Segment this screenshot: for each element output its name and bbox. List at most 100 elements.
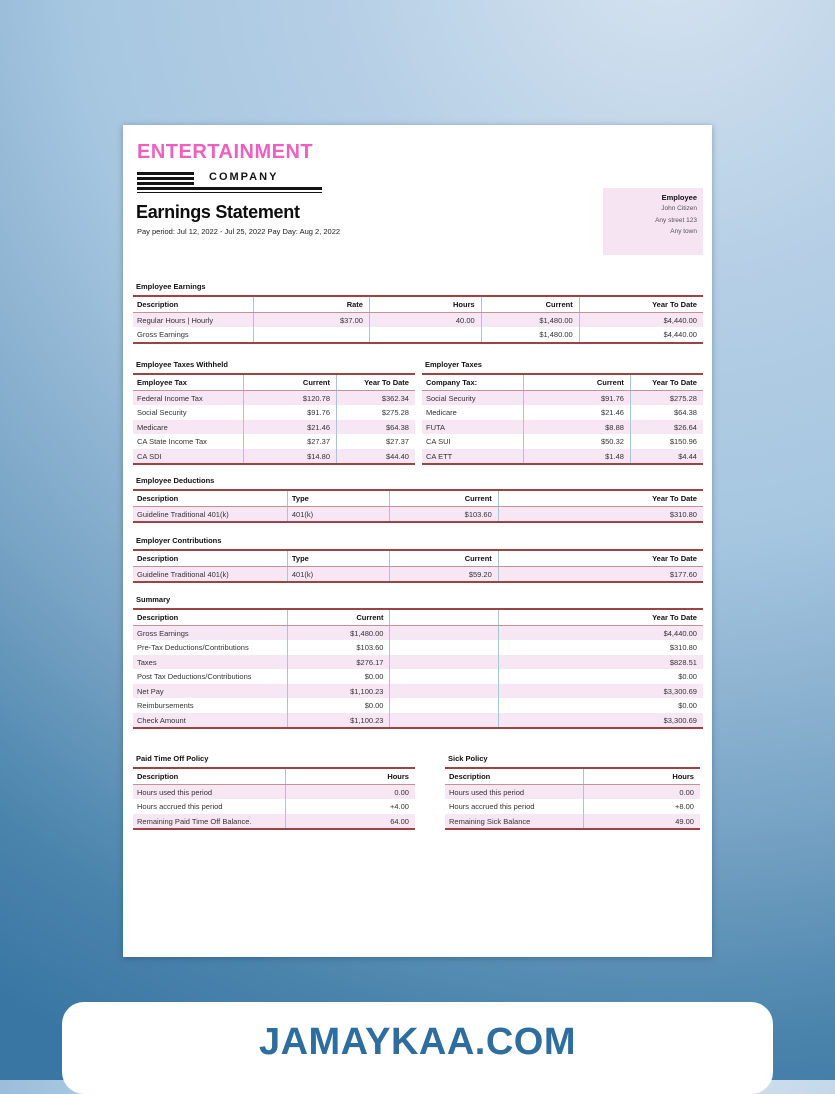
table-cell: $59.20 [389, 566, 497, 581]
header-cell: Current [242, 375, 336, 390]
table-cell: $1,480.00 [480, 312, 579, 327]
table-cell: $150.96 [629, 434, 703, 449]
table-cell: $0.00 [286, 698, 390, 713]
data-table: Description Hours Hours used this period 0.… [133, 767, 415, 830]
table-cell: $21.46 [523, 405, 630, 420]
data-table: Company Tax: Current Year To Date Social Se… [422, 373, 703, 465]
table-row: Remaining Paid Time Off Balance. 64.00 [133, 813, 415, 828]
table-cell: Social Security [426, 393, 476, 403]
table-cell: CA SUI [426, 437, 451, 446]
table-cell: Hours accrued this period [137, 802, 223, 811]
header-cell: Current [286, 610, 390, 625]
table-cell: $0.00 [286, 669, 390, 684]
brand-name: ENTERTAINMENT [137, 141, 314, 163]
header-cell: Year To Date [497, 610, 703, 625]
table-cell: Taxes [137, 657, 157, 667]
table-row: Post Tax Deductions/Contributions $0.00 $0… [133, 669, 703, 684]
table-cell: 40.00 [368, 312, 481, 327]
section-title: Summary [136, 595, 171, 604]
table-cell: $4,440.00 [578, 312, 703, 327]
brand-subtitle: COMPANY [209, 171, 279, 183]
table-cell: $1,480.00 [286, 625, 390, 640]
header-cell: Employee Tax [137, 378, 187, 387]
table-cell: $37.00 [252, 312, 369, 327]
header-cell [389, 610, 497, 625]
table-row: CA SDI $14.80 $44.40 [133, 448, 415, 463]
header-cell: Year To Date [629, 375, 703, 390]
table-cell: $120.78 [242, 390, 336, 405]
table-cell: $177.60 [497, 566, 703, 581]
table-cell: $103.60 [389, 506, 497, 521]
table-row: Taxes $276.17 $828.51 [133, 654, 703, 669]
table-row: CA ETT $1.48 $4.44 [422, 448, 703, 463]
table-cell: 49.00 [582, 813, 700, 828]
pay-period-line: Pay period: Jul 12, 2022 - Jul 25, 2022 … [137, 227, 341, 236]
table-row: Remaining Sick Balance 49.00 [445, 813, 700, 828]
data-table: Description Type Current Year To Date Guidel… [133, 549, 703, 583]
sick-policy-section: Sick Policy Description Hours Hours used th… [445, 754, 700, 830]
header-cell: Hours [285, 769, 415, 784]
table-row: CA State Income Tax $27.37 $27.37 [133, 434, 415, 449]
table-cell: $4,440.00 [497, 625, 703, 640]
header-cell: Current [389, 551, 497, 566]
table-cell: +8.00 [582, 799, 700, 814]
logo-underline [137, 187, 322, 193]
header-cell: Rate [252, 297, 369, 312]
table-header-row: Description Type Current Year To Date [133, 551, 703, 567]
table-cell: Gross Earnings [137, 330, 189, 339]
table-cell [389, 683, 497, 698]
header-cell: Description [137, 554, 179, 563]
table-cell: $310.80 [497, 640, 703, 655]
table-cell: $8.88 [523, 419, 630, 434]
table-cell: +4.00 [285, 799, 415, 814]
employee-taxes-section: Employee Taxes Withheld Employee Tax Curre… [133, 360, 415, 465]
table-cell: Medicare [426, 408, 457, 417]
table-cell [389, 654, 497, 669]
header-cell: Year To Date [497, 551, 703, 566]
table-row: Hours accrued this period +4.00 [133, 799, 415, 814]
table-cell: Medicare [137, 422, 168, 432]
table-header-row: Company Tax: Current Year To Date [422, 375, 703, 391]
pto-policy-section: Paid Time Off Policy Description Hours Hour… [133, 754, 415, 830]
table-header-row: Description Hours [133, 769, 415, 785]
table-row: Gross Earnings $1,480.00 $4,440.00 [133, 625, 703, 640]
table-cell: $3,300.69 [497, 683, 703, 698]
section-title: Employer Taxes [425, 360, 482, 369]
table-cell: $275.28 [336, 405, 415, 420]
table-cell: $27.37 [336, 434, 415, 449]
table-cell: $310.80 [497, 506, 703, 521]
table-cell: $21.46 [242, 419, 336, 434]
table-cell: $1.48 [523, 448, 630, 463]
table-row: Guideline Traditional 401(k) 401(k) $59.20… [133, 566, 703, 581]
header-cell: Year To Date [336, 375, 415, 390]
table-row: Reimbursements $0.00 $0.00 [133, 698, 703, 713]
employee-earnings-section: Employee Earnings Description Rate Hours Cur… [133, 282, 703, 344]
table-row: Hours used this period 0.00 [445, 784, 700, 799]
section-title: Paid Time Off Policy [136, 754, 209, 763]
table-cell: Guideline Traditional 401(k) [137, 509, 229, 519]
table-cell: Remaining Sick Balance [449, 816, 531, 826]
table-cell: $44.40 [336, 448, 415, 463]
employee-label: Employee [661, 193, 697, 202]
table-cell: CA SDI [137, 451, 162, 461]
document-page: ENTERTAINMENT COMPANY Earnings Statement… [123, 125, 712, 957]
table-header-row: Description Hours [445, 769, 700, 785]
table-cell [389, 698, 497, 713]
section-title: Employer Contributions [136, 536, 222, 545]
table-cell: Net Pay [137, 686, 164, 696]
table-row: Medicare $21.46 $64.38 [422, 405, 703, 420]
table-cell: Gross Earnings [137, 628, 189, 638]
header-cell: Description [137, 494, 179, 503]
header-cell: Hours [368, 297, 481, 312]
table-cell: CA ETT [426, 451, 453, 461]
table-cell: Post Tax Deductions/Contributions [137, 672, 252, 681]
watermark-banner: JAMAYKAA.COM [62, 1002, 773, 1094]
table-cell: Social Security [137, 408, 187, 417]
table-cell: $0.00 [497, 698, 703, 713]
table-cell: Remaining Paid Time Off Balance. [137, 816, 252, 826]
table-row: CA SUI $50.32 $150.96 [422, 434, 703, 449]
table-cell: Hours used this period [449, 787, 525, 797]
table-cell: Guideline Traditional 401(k) [137, 569, 229, 579]
table-cell: 0.00 [582, 784, 700, 799]
table-cell: 401(k) [286, 506, 390, 521]
